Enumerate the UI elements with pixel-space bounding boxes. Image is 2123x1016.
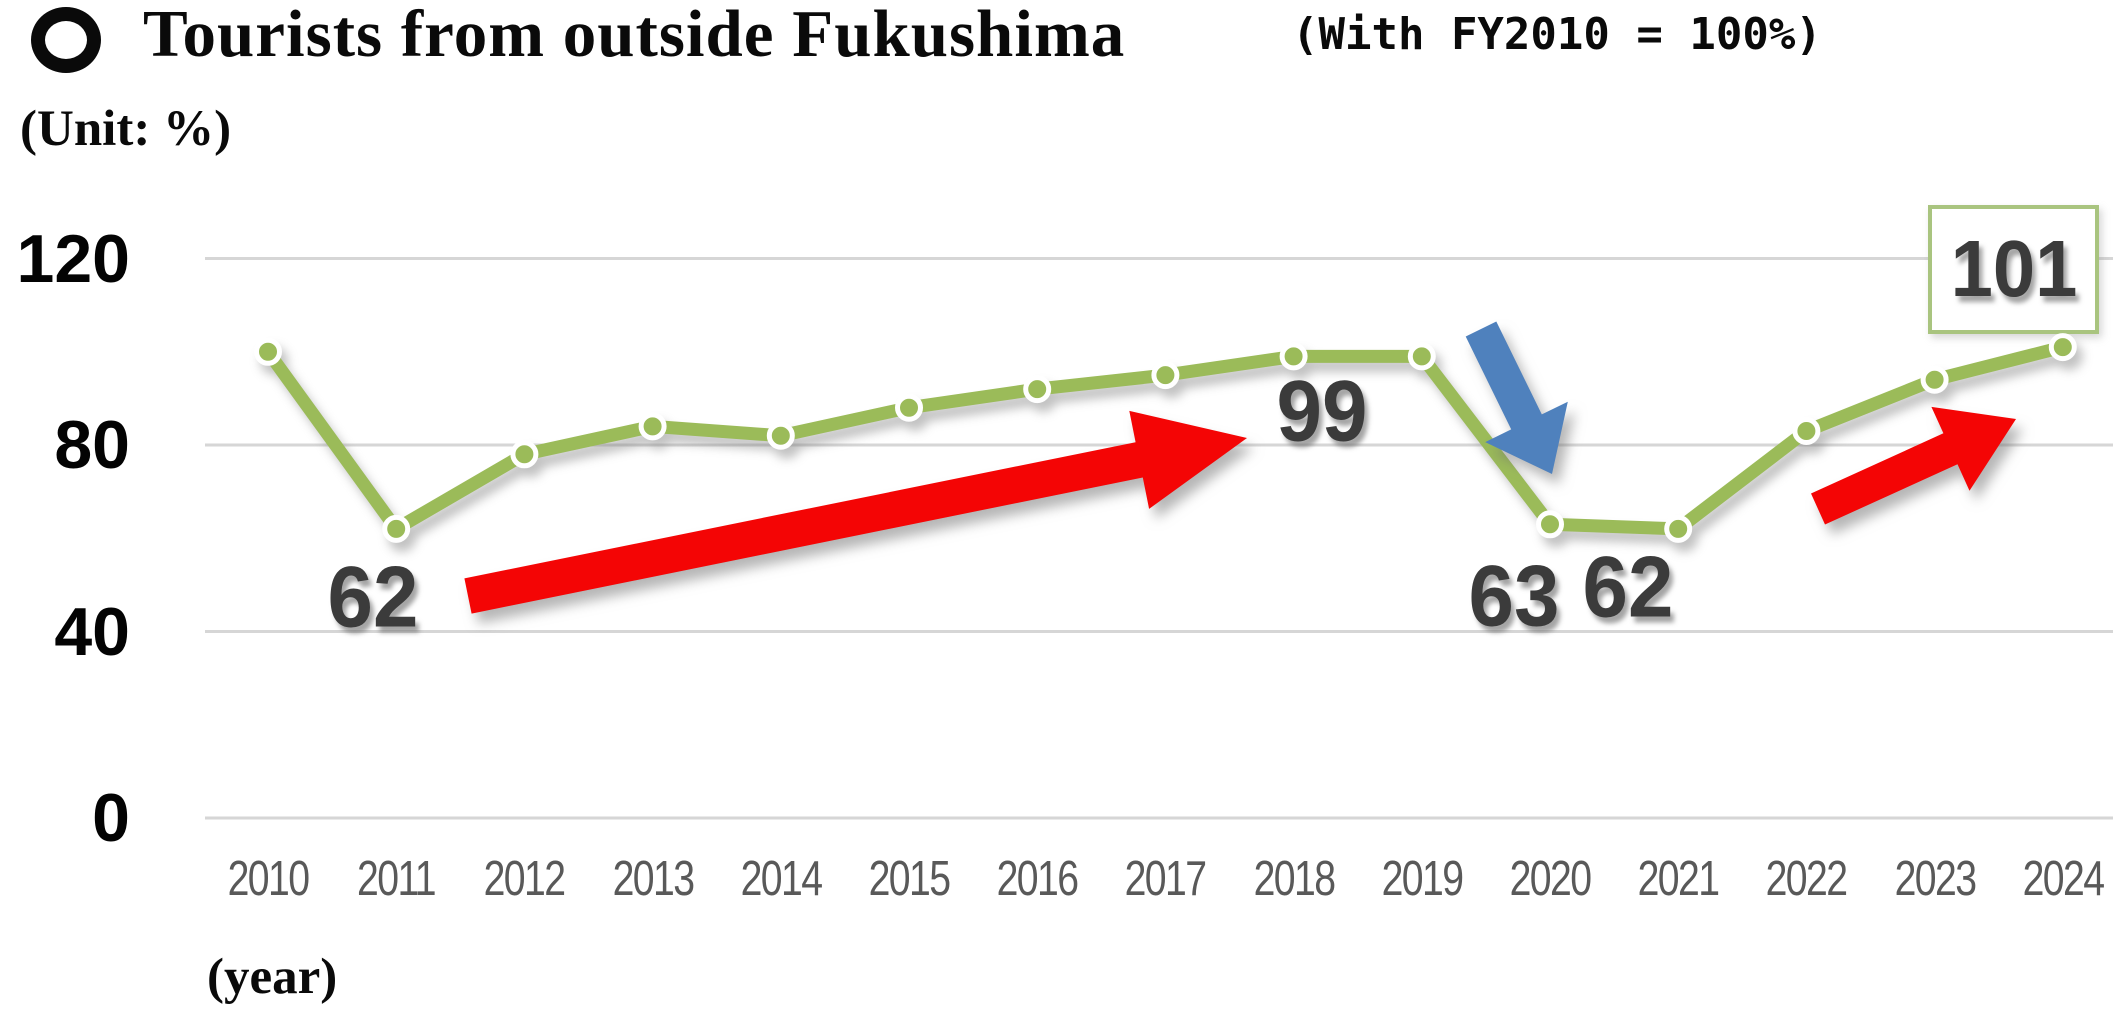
x-tick-2011: 2011	[357, 852, 437, 906]
y-axis-unit-label: (Unit: %)	[20, 101, 232, 157]
x-tick-2013: 2013	[612, 852, 694, 906]
data-label-2021: 62	[1582, 539, 1674, 636]
x-axis-title: (year)	[207, 949, 338, 1005]
data-point-2013	[638, 412, 667, 441]
x-tick-2014: 2014	[740, 852, 822, 906]
x-tick-2012: 2012	[483, 852, 566, 906]
data-point-2023	[1920, 365, 1949, 394]
data-label-2018: 99	[1276, 363, 1368, 460]
data-point-2014	[766, 421, 795, 450]
x-tick-2017: 2017	[1124, 852, 1207, 906]
data-label-2011: 62	[327, 549, 419, 646]
x-tick-2018: 2018	[1253, 852, 1335, 906]
x-tick-2022: 2022	[1765, 852, 1848, 906]
data-point-2017	[1151, 361, 1180, 390]
data-point-2016	[1023, 375, 1052, 404]
x-tick-2016: 2016	[996, 852, 1079, 906]
data-point-2021	[1664, 514, 1693, 543]
data-point-2018	[1279, 342, 1308, 371]
y-tick-80: 80	[54, 407, 130, 483]
data-label-2020: 63	[1468, 548, 1560, 645]
data-point-2020	[1536, 510, 1564, 539]
y-tick-40: 40	[54, 593, 130, 670]
series-tourists	[254, 333, 2077, 543]
x-tick-2020: 2020	[1509, 852, 1592, 906]
data-point-2019	[1407, 342, 1436, 371]
data-point-2011	[382, 514, 411, 543]
highlight-box-2024	[1928, 205, 2099, 334]
data-label-2024: 101	[1950, 224, 2078, 313]
x-tick-2015: 2015	[868, 852, 951, 906]
data-point-2024	[2048, 333, 2077, 362]
x-tick-2010: 2010	[227, 852, 310, 906]
rebound-up-arrow-icon	[1811, 406, 2016, 525]
chart-header: Tourists from outside Fukushima (With FY…	[0, 0, 2123, 90]
data-point-2010	[254, 337, 282, 366]
data-point-2015	[895, 393, 923, 422]
recovery-trend-up-arrow-icon	[464, 410, 1247, 614]
y-tick-120: 120	[16, 220, 130, 297]
page-subtitle: (With FY2010 = 100%)	[1292, 9, 1822, 60]
x-tick-2019: 2019	[1381, 852, 1463, 906]
data-point-2012	[510, 440, 539, 469]
x-tick-2021: 2021	[1637, 852, 1720, 906]
x-tick-2023: 2023	[1894, 852, 1976, 906]
covid-drop-down-arrow-icon	[1465, 321, 1568, 474]
data-point-2022	[1792, 417, 1821, 445]
x-tick-2024: 2024	[2022, 852, 2104, 906]
page-title: Tourists from outside Fukushima	[143, 0, 1126, 71]
y-tick-0: 0	[92, 780, 130, 856]
